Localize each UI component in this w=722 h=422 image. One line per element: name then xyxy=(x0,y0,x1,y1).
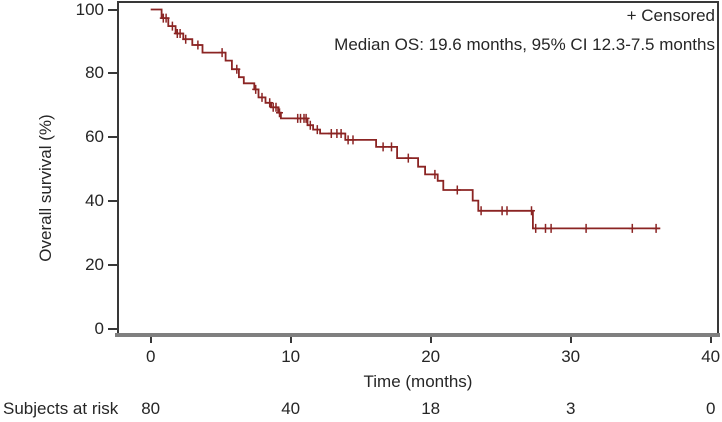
censor-mark xyxy=(388,142,395,152)
y-tick-label: 60 xyxy=(85,127,104,147)
censor-mark xyxy=(252,84,260,94)
censor-mark xyxy=(503,206,511,216)
risk-count: 40 xyxy=(281,399,301,418)
survival-curve-svg xyxy=(150,8,661,233)
km-step-curve xyxy=(150,8,661,230)
risk-count: 18 xyxy=(421,399,441,418)
median-os-annotation: Median OS: 19.6 months, 95% CI 12.3-7.5 … xyxy=(334,35,715,54)
censor-mark xyxy=(453,185,461,195)
y-tick-mark xyxy=(108,72,117,75)
censor-mark xyxy=(176,29,184,38)
x-tick-mark xyxy=(569,337,572,343)
censor-mark xyxy=(313,125,321,135)
risk-count: 0 xyxy=(705,399,716,418)
y-tick-mark xyxy=(108,264,117,267)
censor-mark xyxy=(168,21,176,31)
y-tick-mark xyxy=(108,200,117,203)
x-tick-mark xyxy=(149,337,152,343)
censor-mark xyxy=(582,223,590,233)
censor-mark xyxy=(302,113,310,123)
x-tick-mark xyxy=(429,337,432,343)
censor-mark xyxy=(431,169,439,179)
risk-count: 80 xyxy=(141,399,161,418)
censor-mark xyxy=(547,223,555,233)
censor-mark xyxy=(337,129,345,138)
censor-mark xyxy=(306,120,314,130)
y-tick-mark xyxy=(108,8,117,11)
x-tick-label: 20 xyxy=(421,347,441,366)
censor-mark xyxy=(258,92,266,102)
y-tick-label: 0 xyxy=(94,319,104,338)
y-tick-mark xyxy=(108,136,117,139)
y-tick-mark xyxy=(108,328,117,330)
censor-mark xyxy=(349,135,357,145)
censor-mark xyxy=(532,223,540,233)
censor-mark xyxy=(194,40,202,50)
censor-mark xyxy=(218,48,226,58)
x-tick-label: 0 xyxy=(145,347,156,366)
x-axis-line xyxy=(115,333,720,337)
y-axis-title: Overall survival (%) xyxy=(36,114,55,262)
censor-mark xyxy=(652,223,660,233)
plot-area xyxy=(117,1,719,337)
y-tick-label: 100 xyxy=(75,0,104,19)
y-tick-label: 80 xyxy=(85,63,104,83)
y-tick-label: 40 xyxy=(85,191,104,211)
x-tick-mark xyxy=(709,337,712,343)
censor-mark xyxy=(404,153,412,163)
censor-mark xyxy=(477,206,485,216)
x-tick-label: 30 xyxy=(561,347,581,366)
subjects-at-risk-label: Subjects at risk xyxy=(3,399,119,418)
censor-mark xyxy=(276,108,283,118)
censor-mark xyxy=(233,64,241,74)
x-tick-mark xyxy=(289,337,292,343)
x-tick-label: 10 xyxy=(281,347,301,366)
censor-mark xyxy=(628,223,636,233)
risk-count: 3 xyxy=(565,399,576,418)
y-tick-label: 20 xyxy=(85,255,104,275)
x-axis-title: Time (months) xyxy=(363,372,473,391)
censor-mark xyxy=(162,13,170,23)
censor-mark xyxy=(266,98,274,108)
censor-mark xyxy=(182,34,190,44)
censor-mark xyxy=(379,142,387,152)
censor-mark xyxy=(272,102,280,112)
x-tick-label: 40 xyxy=(701,347,721,366)
censor-mark xyxy=(528,206,535,216)
censored-legend: + Censored xyxy=(626,6,715,25)
